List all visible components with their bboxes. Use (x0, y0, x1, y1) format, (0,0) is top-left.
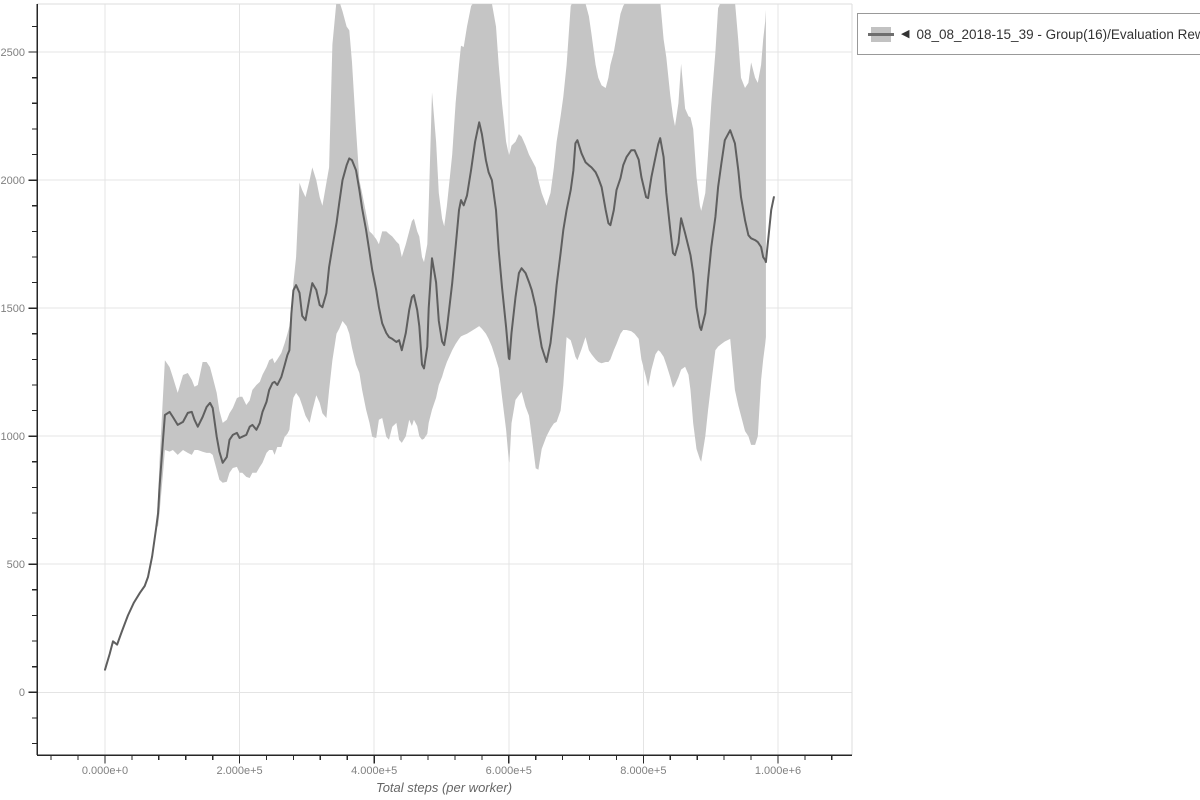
legend-label: 08_08_2018-15_39 - Group(16)/Evaluation … (916, 26, 1200, 42)
tick-marks (28, 25, 833, 764)
svg-text:500: 500 (7, 559, 25, 571)
svg-text:8.000e+5: 8.000e+5 (620, 765, 666, 777)
series-band (105, 4, 766, 670)
band-line-swatch-icon (868, 26, 894, 42)
svg-text:6.000e+5: 6.000e+5 (486, 765, 532, 777)
svg-text:1.000e+6: 1.000e+6 (755, 765, 801, 777)
svg-text:4.000e+5: 4.000e+5 (351, 765, 397, 777)
tick-labels: 0 500 1000 1500 2000 2500 0.000e+0 2.000e+5 4.00… (1, 47, 802, 777)
plot-border (37, 3, 853, 755)
legend-item-evaluation-reward[interactable]: ◀ 08_08_2018-15_39 - Group(16)/Evaluatio… (868, 26, 1200, 42)
svg-text:1000: 1000 (1, 431, 25, 443)
svg-text:2000: 2000 (1, 175, 25, 187)
svg-text:2500: 2500 (1, 47, 25, 59)
svg-text:0: 0 (19, 687, 25, 699)
collapse-triangle-icon[interactable]: ◀ (901, 27, 910, 40)
x-axis-title: Total steps (per worker) (375, 780, 513, 795)
svg-text:2.000e+5: 2.000e+5 (216, 765, 262, 777)
legend: ◀ 08_08_2018-15_39 - Group(16)/Evaluatio… (857, 13, 1200, 55)
svg-text:0.000e+0: 0.000e+0 (82, 765, 128, 777)
svg-text:1500: 1500 (1, 303, 25, 315)
series-mean-line (104, 121, 775, 671)
